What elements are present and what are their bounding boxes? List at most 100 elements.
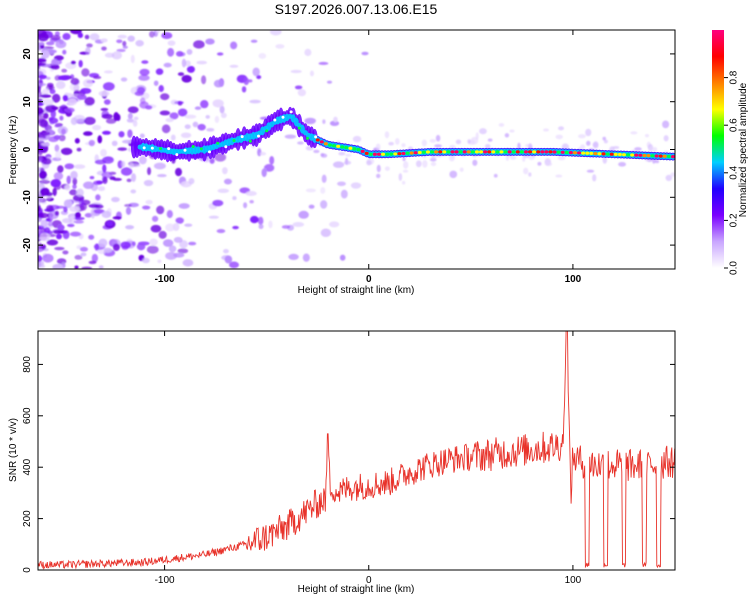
spectrogram-hotspot	[216, 141, 220, 145]
spectrogram-hotspot	[389, 152, 394, 156]
spectrogram-speckle	[298, 210, 309, 219]
spectrogram-hotspot	[519, 150, 524, 154]
spectrogram-speckle	[232, 196, 237, 201]
spectrogram-speckle	[170, 134, 176, 141]
spectrogram-speckle	[161, 32, 173, 39]
spectrogram-speckle	[544, 162, 553, 167]
spectrogram-speckle	[70, 77, 80, 86]
spectrogram-hotspot	[654, 154, 659, 158]
spectrogram-speckle	[138, 155, 147, 165]
spectrogram-speckle	[116, 114, 121, 121]
spectrogram-speckle	[50, 34, 61, 41]
spectrogram-speckle	[329, 221, 340, 228]
spectrogram-speckle	[421, 139, 427, 147]
spectrogram-xtick-label: 0	[366, 274, 372, 285]
spectrogram-speckle	[345, 153, 352, 157]
spectrogram-speckle	[79, 246, 89, 252]
spectrogram-hotspot	[487, 150, 492, 154]
spectrogram-hotspot	[364, 151, 369, 155]
spectrogram-speckle	[224, 255, 233, 264]
spectrogram-speckle	[169, 112, 179, 120]
spectrogram-hotspot	[581, 151, 586, 155]
spectrogram-hotspot	[385, 152, 390, 156]
spectrogram-speckle	[73, 216, 85, 221]
spectrogram-speckle	[64, 163, 75, 170]
spectrogram-hotspot	[593, 151, 598, 156]
spectrogram-speckle	[320, 200, 328, 209]
spectrogram-speckle	[62, 250, 69, 255]
spectrogram-speckle	[126, 118, 134, 123]
spectrogram-speckle	[243, 77, 249, 86]
spectrogram-speckle	[665, 174, 673, 182]
spectrogram-speckle	[308, 204, 315, 209]
spectrogram-speckle	[74, 265, 79, 269]
spectrogram-hotspot	[536, 150, 541, 154]
snr-plot-area	[38, 331, 675, 570]
spectrogram-hotspot	[548, 150, 553, 154]
spectrogram-speckle	[131, 241, 136, 246]
spectrogram-speckle	[53, 135, 61, 140]
spectrogram-hotspot	[650, 154, 655, 158]
spectrogram-speckle	[472, 159, 478, 166]
spectrogram-speckle	[82, 78, 94, 88]
spectrogram-hotspot	[495, 150, 500, 154]
spectrogram-speckle	[181, 75, 192, 83]
spectrogram-speckle	[38, 255, 43, 263]
spectrogram-hotspot	[297, 126, 301, 130]
spectrogram-speckle	[38, 225, 45, 230]
spectrogram-speckle	[51, 93, 61, 103]
spectrogram-speckle	[241, 86, 247, 93]
spectrogram-speckle	[143, 179, 154, 187]
spectrogram-hotspot	[421, 150, 426, 154]
spectrogram-speckle	[493, 173, 498, 178]
spectrogram-speckle	[117, 34, 128, 39]
spectrogram-ytick-label: 20	[22, 48, 33, 60]
spectrogram-speckle	[217, 188, 230, 193]
spectrogram-speckle	[275, 44, 285, 49]
spectrogram-speckle	[578, 134, 586, 139]
chart-title: S197.2026.007.13.06.E15	[275, 1, 438, 17]
spectrogram-speckle	[120, 77, 128, 82]
spectrogram-hotspot	[224, 145, 228, 149]
spectrogram-speckle	[77, 32, 84, 39]
spectrogram-speckle	[194, 106, 202, 110]
spectrogram-speckle	[124, 203, 132, 208]
spectrogram-speckle	[69, 231, 82, 237]
spectrogram-speckle	[58, 105, 69, 109]
spectrogram-speckle	[40, 219, 48, 228]
spectrogram-speckle	[449, 144, 456, 150]
spectrogram-speckle	[479, 128, 487, 135]
spectrogram-speckle	[40, 94, 52, 98]
snr-ytick-label: 800	[22, 356, 33, 373]
spectrogram-speckle	[375, 143, 381, 151]
spectrogram-speckle	[188, 241, 197, 246]
spectrogram-hotspot	[450, 150, 455, 154]
spectrogram-speckle	[39, 264, 46, 269]
spectrogram-speckle	[249, 99, 261, 104]
spectrogram-hotspot	[552, 150, 557, 154]
spectrogram-speckle	[42, 88, 50, 96]
spectrogram-speckle	[126, 178, 132, 183]
spectrogram-speckle	[38, 242, 43, 250]
spectrogram-speckle	[38, 137, 46, 142]
colorbar-tick-label: 0.2	[729, 213, 740, 227]
spectrogram-speckle	[67, 223, 75, 228]
spectrogram-speckle	[127, 129, 133, 138]
spectrogram-speckle	[167, 40, 176, 46]
spectrogram-speckle	[343, 160, 352, 165]
spectrogram-speckle	[182, 259, 194, 267]
spectrogram-speckle	[74, 254, 83, 260]
spectrogram-speckle	[498, 123, 505, 127]
spectrogram-speckle	[129, 163, 141, 168]
spectrogram-speckle	[95, 194, 101, 201]
spectrogram-speckle	[305, 188, 316, 193]
spectrogram-speckle	[322, 119, 326, 124]
spectrogram-speckle	[245, 190, 257, 196]
spectrogram-hotspot	[360, 149, 365, 154]
spectrogram-speckle	[63, 206, 68, 213]
spectrogram-ylabel: Frequency (Hz)	[8, 116, 19, 185]
spectrogram-speckle	[172, 223, 180, 232]
spectrogram-speckle	[402, 161, 409, 169]
spectrogram-speckle	[38, 157, 44, 163]
spectrogram-speckle	[132, 120, 138, 127]
